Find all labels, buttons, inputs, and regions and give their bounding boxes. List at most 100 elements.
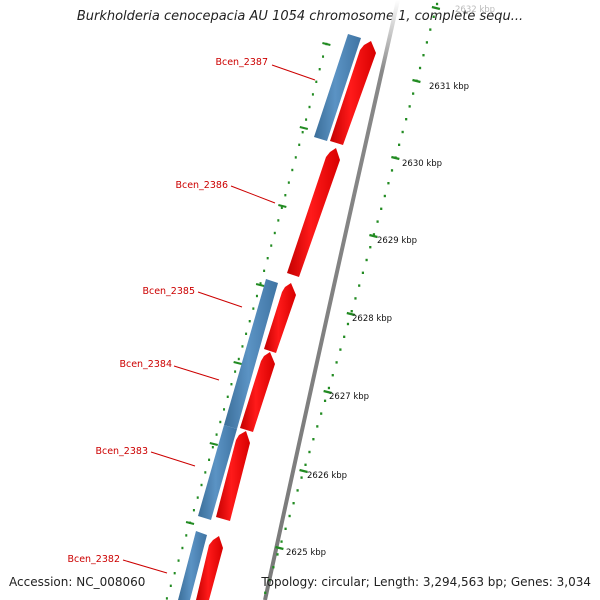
- ruler-dot: [398, 143, 401, 146]
- ruler-dot: [372, 233, 376, 236]
- gene-bcen-2386-forward[interactable]: [287, 148, 340, 277]
- inner-dot: [291, 168, 294, 172]
- ruler-dot: [327, 386, 331, 390]
- scale-label-2631: 2631 kbp: [429, 82, 469, 92]
- inner-major-tick: [233, 361, 242, 365]
- gene-bcen-2387-forward[interactable]: [330, 41, 376, 145]
- gene-bcen-2385-forward[interactable]: [264, 283, 296, 353]
- gene-bcen-2387-reverse[interactable]: [314, 34, 361, 141]
- ruler-dot: [435, 2, 439, 6]
- ruler-dot: [422, 54, 425, 57]
- inner-dot: [230, 383, 233, 386]
- ruler-major-tick: [391, 155, 400, 161]
- ruler-dot: [264, 591, 267, 594]
- reverse-strand-genes: [178, 34, 361, 600]
- gene-label-bcen-2385[interactable]: Bcen_2385: [142, 286, 195, 297]
- gene-label-bcen-2384[interactable]: Bcen_2384: [119, 359, 172, 370]
- ruler-dot: [323, 399, 327, 402]
- inner-dot: [196, 496, 199, 499]
- inner-dot: [165, 597, 168, 600]
- ruler-dot: [369, 246, 372, 249]
- ruler-major-tick: [299, 468, 308, 474]
- ruler-dot: [376, 220, 379, 223]
- ruler-dot: [284, 527, 287, 530]
- inner-dot: [169, 584, 172, 587]
- inner-dot: [298, 143, 301, 146]
- inner-dot: [273, 231, 276, 235]
- inner-dot: [223, 408, 226, 411]
- connector-bcen-2387: [271, 64, 316, 81]
- ruler-dot: [390, 169, 394, 172]
- inner-dot: [301, 131, 304, 134]
- scale-label-2625: 2625 kbp: [286, 548, 326, 558]
- inner-dot: [208, 458, 211, 461]
- inner-dot: [263, 269, 266, 272]
- inner-dot: [185, 534, 188, 537]
- gene-bcen-2384-forward[interactable]: [240, 352, 275, 432]
- ruler-dot: [418, 66, 422, 70]
- inner-dot: [241, 345, 244, 348]
- ruler-dot: [308, 450, 311, 454]
- inner-dot: [280, 206, 283, 209]
- inner-dot: [245, 332, 248, 335]
- gene-bcen-2383-reverse[interactable]: [198, 425, 237, 520]
- gene-bcen-2385-reverse[interactable]: [224, 279, 278, 429]
- gene-label-bcen-2387[interactable]: Bcen_2387: [215, 57, 268, 68]
- inner-dot: [308, 105, 311, 109]
- gene-label-bcen-2383[interactable]: Bcen_2383: [95, 446, 148, 457]
- ruler-dot: [272, 566, 275, 569]
- inner-major-tick: [209, 442, 219, 446]
- gene-label-bcen-2386[interactable]: Bcen_2386: [175, 180, 228, 191]
- inner-dot: [318, 68, 321, 71]
- scale-label-2632: 2632 kbp: [455, 5, 495, 15]
- scale-labels: 2632 kbp 2631 kbp 2630 kbp 2629 kbp 2628…: [286, 5, 495, 558]
- scale-ruler: [264, 2, 439, 594]
- ruler-dot: [288, 514, 291, 518]
- gene-bcen-2383-forward[interactable]: [216, 431, 250, 521]
- ruler-dot: [312, 438, 315, 441]
- gene-bcen-2382-forward[interactable]: [196, 536, 223, 600]
- connector-bcen-2383: [150, 451, 196, 467]
- ruler-major-tick: [369, 233, 378, 239]
- ruler-dot: [296, 489, 299, 492]
- inner-major-tick: [299, 126, 309, 130]
- gene-bcen-2382-reverse[interactable]: [178, 531, 207, 600]
- inner-dot: [211, 446, 214, 449]
- ruler-dot: [408, 105, 411, 108]
- inner-dot: [266, 257, 269, 260]
- inner-major-tick: [278, 204, 287, 208]
- inner-dot: [237, 357, 240, 361]
- ruler-dot: [350, 310, 353, 313]
- scale-label-2626: 2626 kbp: [307, 471, 347, 481]
- ruler-dot: [335, 361, 338, 364]
- scale-label-2627: 2627 kbp: [329, 392, 369, 402]
- scale-label-2628: 2628 kbp: [352, 314, 392, 324]
- ruler-dot: [304, 463, 307, 466]
- accession-text: Accession: NC_008060: [9, 575, 146, 589]
- inner-dot: [287, 181, 290, 184]
- ruler-dot: [331, 374, 334, 377]
- inner-dot: [204, 471, 207, 474]
- connector-bcen-2382: [122, 559, 168, 574]
- ruler-dot: [405, 118, 408, 121]
- ruler-dot: [425, 41, 429, 44]
- gene-label-bcen-2382[interactable]: Bcen_2382: [67, 554, 120, 565]
- ruler-dot: [429, 28, 432, 31]
- ruler-dot: [346, 322, 350, 326]
- ruler-major-tick: [412, 78, 421, 84]
- ruler-dot: [268, 578, 271, 582]
- inner-dot: [215, 433, 218, 436]
- inner-dot: [248, 320, 251, 323]
- ruler-dot: [412, 92, 415, 95]
- ruler-dot: [339, 348, 342, 351]
- ruler-dot: [354, 297, 357, 300]
- ruler-dot: [320, 412, 323, 415]
- inner-dot: [322, 55, 325, 58]
- inner-dot: [173, 572, 176, 575]
- inner-dot: [200, 483, 203, 487]
- inner-dot: [181, 546, 184, 550]
- ruler-dot: [387, 182, 390, 185]
- ruler-major-tick: [346, 311, 356, 317]
- ruler-dot: [300, 476, 303, 479]
